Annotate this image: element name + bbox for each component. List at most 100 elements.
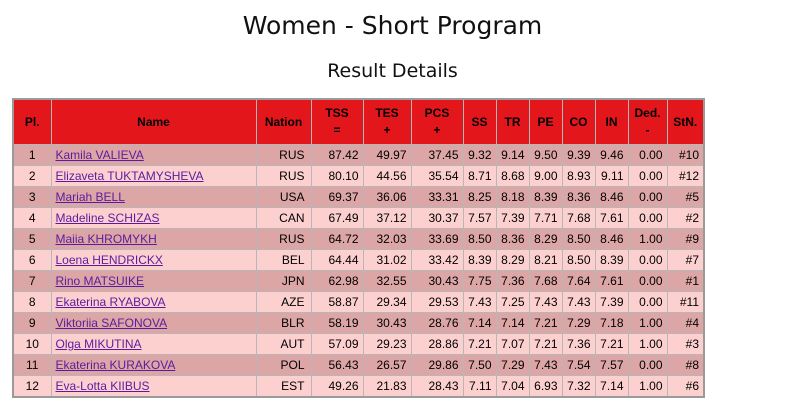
cell-stn: #5	[666, 186, 705, 208]
column-header-label: PCS	[424, 106, 450, 120]
cell-nation: AUT	[255, 333, 312, 355]
skater-name-link[interactable]: Loena HENDRICKX	[55, 253, 163, 267]
table-body: 1 Kamila VALIEVA RUS 87.42 49.97 37.45 9.32 9.1…	[12, 144, 705, 398]
cell-co: 8.50	[561, 249, 596, 271]
cell-nation: RUS	[255, 165, 312, 187]
cell-name: Kamila VALIEVA	[50, 144, 257, 166]
cell-stn: #12	[666, 165, 705, 187]
cell-ded: 1.00	[627, 333, 668, 355]
results-table: Pl. Name Nation TSS = TES + PCS + SS TR PE CO IN Ded. -…	[12, 98, 705, 398]
cell-tes: 37.12	[362, 207, 412, 229]
cell-in: 7.21	[594, 333, 629, 355]
cell-ded: 0.00	[627, 291, 668, 313]
skater-name-link[interactable]: Madeline SCHIZAS	[55, 211, 160, 225]
column-header-pcs: PCS +	[410, 98, 464, 145]
cell-tss: 69.37	[310, 186, 364, 208]
skater-name-link[interactable]: Viktoriia SAFONOVA	[55, 316, 168, 330]
skater-name-link[interactable]: Elizaveta TUKTAMYSHEVA	[55, 169, 204, 183]
table-row: 11 Ekaterina KURAKOVA POL 56.43 26.57 29.86 7.…	[12, 354, 705, 376]
cell-pe: 9.00	[528, 165, 563, 187]
cell-tss: 67.49	[310, 207, 364, 229]
column-header-operator: +	[433, 123, 441, 137]
table-row: 10 Olga MIKUTINA AUT 57.09 29.23 28.86 7.21 7.0…	[12, 333, 705, 355]
cell-pcs: 33.69	[410, 228, 464, 250]
table-row: 12 Eva-Lotta KIIBUS EST 49.26 21.83 28.43 7.11…	[12, 375, 705, 398]
cell-name: Mariah BELL	[50, 186, 257, 208]
column-header-label: Nation	[264, 114, 303, 129]
cell-co: 7.54	[561, 354, 596, 376]
cell-pe: 8.39	[528, 186, 563, 208]
cell-tes: 49.97	[362, 144, 412, 166]
skater-name-link[interactable]: Eva-Lotta KIIBUS	[55, 379, 150, 393]
table-row: 1 Kamila VALIEVA RUS 87.42 49.97 37.45 9.32 9.1…	[12, 144, 705, 166]
cell-pl: 6	[12, 249, 52, 271]
cell-in: 9.46	[594, 144, 629, 166]
cell-in: 7.14	[594, 375, 629, 398]
cell-stn: #10	[666, 144, 705, 166]
section-title: Result Details	[327, 60, 458, 82]
cell-stn: #1	[666, 270, 705, 292]
cell-nation: CAN	[255, 207, 312, 229]
cell-pcs: 29.86	[410, 354, 464, 376]
cell-tes: 32.55	[362, 270, 412, 292]
cell-tes: 32.03	[362, 228, 412, 250]
cell-ss: 8.39	[462, 249, 497, 271]
cell-pe: 7.21	[528, 312, 563, 334]
table-row: 7 Rino MATSUIKE JPN 62.98 32.55 30.43 7.75 7.36…	[12, 270, 705, 292]
cell-tr: 7.29	[495, 354, 530, 376]
skater-name-link[interactable]: Maiia KHROMYKH	[55, 232, 157, 246]
cell-ded: 0.00	[627, 165, 668, 187]
cell-ss: 8.25	[462, 186, 497, 208]
cell-nation: RUS	[255, 228, 312, 250]
cell-tes: 36.06	[362, 186, 412, 208]
skater-name-link[interactable]: Olga MIKUTINA	[55, 337, 142, 351]
table-row: 5 Maiia KHROMYKH RUS 64.72 32.03 33.69 8.50 8.3…	[12, 228, 705, 250]
cell-ded: 0.00	[627, 249, 668, 271]
table-row: 2 Elizaveta TUKTAMYSHEVA RUS 80.10 44.56 35.5…	[12, 165, 705, 187]
cell-pcs: 29.53	[410, 291, 464, 313]
cell-co: 8.36	[561, 186, 596, 208]
cell-stn: #4	[666, 312, 705, 334]
cell-stn: #3	[666, 333, 705, 355]
column-header-label: TSS	[325, 106, 349, 120]
cell-tr: 8.36	[495, 228, 530, 250]
skater-name-link[interactable]: Rino MATSUIKE	[55, 274, 144, 288]
cell-stn: #7	[666, 249, 705, 271]
cell-pcs: 33.42	[410, 249, 464, 271]
cell-ss: 9.32	[462, 144, 497, 166]
column-header-label: Ded.	[634, 106, 661, 120]
cell-tr: 8.18	[495, 186, 530, 208]
cell-pcs: 28.86	[410, 333, 464, 355]
cell-name: Loena HENDRICKX	[50, 249, 257, 271]
page-title: Women - Short Program	[242, 11, 543, 40]
cell-pcs: 30.37	[410, 207, 464, 229]
cell-name: Elizaveta TUKTAMYSHEVA	[50, 165, 257, 187]
cell-name: Maiia KHROMYKH	[50, 228, 257, 250]
cell-tr: 7.25	[495, 291, 530, 313]
column-header-label: IN	[605, 114, 618, 129]
cell-tr: 9.14	[495, 144, 530, 166]
cell-ded: 0.00	[627, 207, 668, 229]
cell-pl: 7	[12, 270, 52, 292]
cell-in: 7.18	[594, 312, 629, 334]
cell-pcs: 28.76	[410, 312, 464, 334]
column-header-stn: StN.	[666, 98, 705, 145]
cell-pl: 1	[12, 144, 52, 166]
skater-name-link[interactable]: Ekaterina KURAKOVA	[55, 358, 176, 372]
cell-pl: 9	[12, 312, 52, 334]
cell-in: 7.39	[594, 291, 629, 313]
skater-name-link[interactable]: Ekaterina RYABOVA	[55, 295, 166, 309]
cell-in: 9.11	[594, 165, 629, 187]
cell-stn: #6	[666, 375, 705, 398]
cell-stn: #9	[666, 228, 705, 250]
skater-name-link[interactable]: Kamila VALIEVA	[55, 148, 144, 162]
column-header-tss: TSS =	[310, 98, 364, 145]
cell-stn: #11	[666, 291, 705, 313]
cell-nation: BLR	[255, 312, 312, 334]
skater-name-link[interactable]: Mariah BELL	[55, 190, 125, 204]
cell-tss: 49.26	[310, 375, 364, 398]
cell-in: 7.61	[594, 207, 629, 229]
cell-ss: 7.11	[462, 375, 497, 398]
cell-ded: 0.00	[627, 144, 668, 166]
cell-ss: 7.75	[462, 270, 497, 292]
